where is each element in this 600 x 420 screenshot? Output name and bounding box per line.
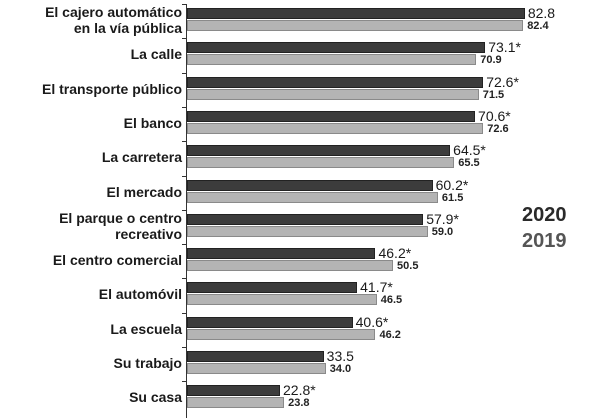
value-label-2019: 46.5 bbox=[380, 294, 403, 307]
value-label-2020: 40.6* bbox=[355, 313, 389, 330]
value-label-2019: 59.0 bbox=[431, 225, 454, 238]
value-label-2019: 72.6 bbox=[487, 122, 509, 135]
category-label: El cajero automático en la vía pública bbox=[45, 4, 182, 36]
category-label: La carretera bbox=[102, 149, 182, 165]
category-label: El mercado bbox=[107, 184, 182, 200]
bar-2019 bbox=[187, 225, 428, 237]
bar-2019 bbox=[187, 122, 484, 134]
category-label-line: Su trabajo bbox=[113, 355, 182, 371]
bar-2019 bbox=[187, 88, 479, 100]
category-label-line: recreativo bbox=[115, 225, 182, 242]
category-label-line: El banco bbox=[123, 114, 182, 131]
value-label-2019: 65.5 bbox=[458, 157, 480, 170]
bar-2020 bbox=[187, 8, 525, 19]
bar-2019 bbox=[187, 294, 377, 306]
category-label: El transporte público bbox=[42, 81, 182, 97]
bar-2019 bbox=[187, 260, 394, 272]
bar-2020 bbox=[187, 179, 433, 191]
bar-2019 bbox=[187, 191, 438, 203]
value-label-2019: 71.5 bbox=[482, 88, 505, 101]
bar-2020 bbox=[187, 385, 281, 397]
category-label: El centro comercial bbox=[53, 252, 182, 268]
value-label-2019: 70.9 bbox=[480, 54, 502, 67]
category-label: El banco bbox=[124, 115, 182, 131]
value-label-2020: 22.8* bbox=[283, 382, 316, 399]
axis-tick bbox=[182, 4, 186, 5]
value-label-2020: 41.7* bbox=[360, 279, 393, 296]
value-label-2020: 82.8 bbox=[527, 5, 556, 21]
category-label-line: El mercado bbox=[106, 183, 182, 200]
bar-2019 bbox=[187, 157, 455, 169]
category-label: El parque o centro recreativo bbox=[59, 210, 182, 242]
axis-tick bbox=[182, 209, 186, 211]
value-label-2020: 33.5 bbox=[326, 348, 354, 364]
axis-tick bbox=[182, 175, 186, 177]
bar-2019 bbox=[187, 397, 285, 409]
value-label-2019: 23.8 bbox=[288, 397, 310, 410]
category-label-line: El transporte público bbox=[41, 80, 182, 97]
axis-tick bbox=[182, 312, 186, 314]
axis-tick bbox=[182, 38, 186, 40]
bar-2020 bbox=[187, 282, 358, 294]
value-label-2020: 70.6* bbox=[478, 107, 511, 124]
legend-2020: 2020 bbox=[522, 204, 567, 226]
value-label-2020: 72.6* bbox=[486, 73, 519, 90]
category-label-line: Su casa bbox=[129, 389, 182, 406]
category-label-line: El centro comercial bbox=[52, 252, 182, 269]
axis-tick bbox=[182, 244, 186, 246]
bar-2020 bbox=[187, 248, 376, 260]
axis-tick bbox=[182, 106, 186, 108]
category-label-line: La escuela bbox=[110, 320, 182, 337]
bar-2020 bbox=[187, 351, 324, 362]
bar-2020 bbox=[187, 316, 353, 328]
value-label-2020: 73.1* bbox=[488, 39, 521, 56]
bar-2020 bbox=[187, 145, 451, 157]
value-label-2020: 60.2* bbox=[435, 176, 469, 193]
value-label-2019: 46.2 bbox=[379, 328, 401, 341]
axis-tick bbox=[182, 278, 186, 280]
category-label: La escuela bbox=[110, 321, 182, 337]
axis-tick bbox=[182, 347, 186, 348]
value-label-2019: 82.4 bbox=[527, 20, 549, 32]
value-label-2020: 46.2* bbox=[378, 245, 412, 262]
value-label-2020: 57.9* bbox=[426, 210, 459, 227]
value-label-2020: 64.5* bbox=[453, 142, 486, 159]
category-label-line: La calle bbox=[130, 46, 182, 63]
bar-2019 bbox=[187, 20, 524, 31]
bar-2020 bbox=[187, 76, 484, 88]
bar-2020 bbox=[187, 42, 486, 54]
bar-2019 bbox=[187, 363, 326, 374]
axis-tick bbox=[182, 141, 186, 143]
category-label-line: El parque o centro bbox=[59, 209, 182, 226]
category-label-line: El cajero automático bbox=[45, 4, 182, 20]
bar-2020 bbox=[187, 110, 476, 122]
category-label: La calle bbox=[131, 46, 182, 62]
y-axis bbox=[186, 4, 187, 418]
value-label-2019: 61.5 bbox=[441, 191, 464, 204]
category-label-line: El automóvil bbox=[98, 286, 182, 303]
category-label: Su trabajo bbox=[114, 355, 182, 371]
value-label-2019: 34.0 bbox=[329, 363, 352, 375]
value-label-2019: 50.5 bbox=[397, 260, 419, 273]
axis-tick bbox=[182, 72, 186, 74]
category-label: El automóvil bbox=[99, 286, 182, 302]
category-label-line: en la vía pública bbox=[73, 20, 182, 36]
legend-2019: 2019 bbox=[522, 230, 567, 252]
bar-2019 bbox=[187, 54, 477, 66]
category-label-line: La carretera bbox=[101, 149, 182, 166]
category-label: Su casa bbox=[129, 389, 182, 405]
bar-2020 bbox=[187, 213, 424, 225]
axis-tick bbox=[182, 381, 186, 383]
bar-2019 bbox=[187, 328, 376, 340]
